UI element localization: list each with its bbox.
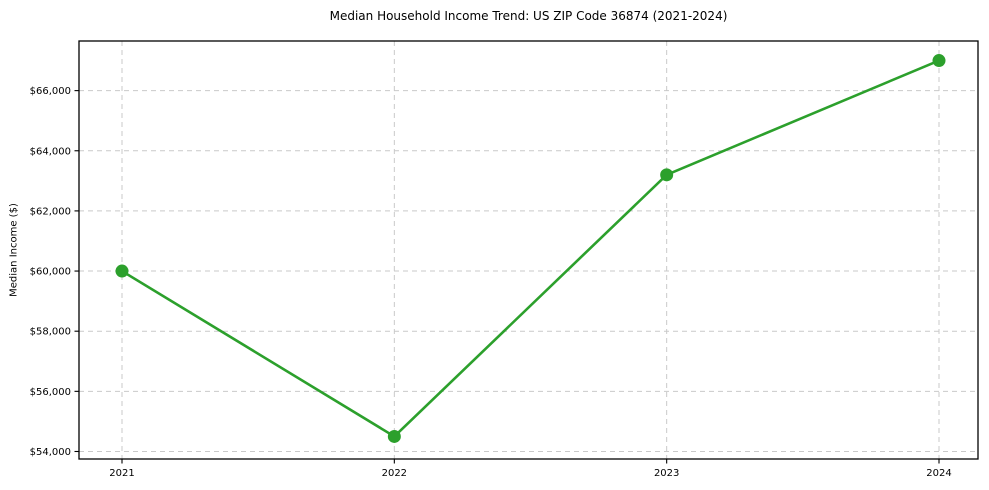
x-tick-label: 2021 — [109, 468, 134, 479]
y-tick-label: $60,000 — [30, 267, 71, 278]
y-tick-label: $62,000 — [30, 206, 71, 217]
plot-border — [78, 40, 979, 460]
trend-line — [120, 59, 941, 438]
y-tick-label: $56,000 — [30, 387, 71, 398]
data-point-marker — [660, 168, 674, 182]
x-tick-label: 2024 — [926, 468, 951, 479]
y-tick-label: $64,000 — [30, 146, 71, 157]
y-tick-label: $58,000 — [30, 327, 71, 338]
x-tick-label: 2022 — [382, 468, 407, 479]
y-tick-label: $66,000 — [30, 86, 71, 97]
data-point-marker — [932, 54, 946, 68]
chart-title: Median Household Income Trend: US ZIP Co… — [329, 9, 728, 23]
data-point-marker — [387, 429, 401, 443]
data-point-marker — [115, 264, 129, 278]
x-tick-label: 2023 — [654, 468, 679, 479]
y-tick-label: $54,000 — [30, 447, 71, 458]
